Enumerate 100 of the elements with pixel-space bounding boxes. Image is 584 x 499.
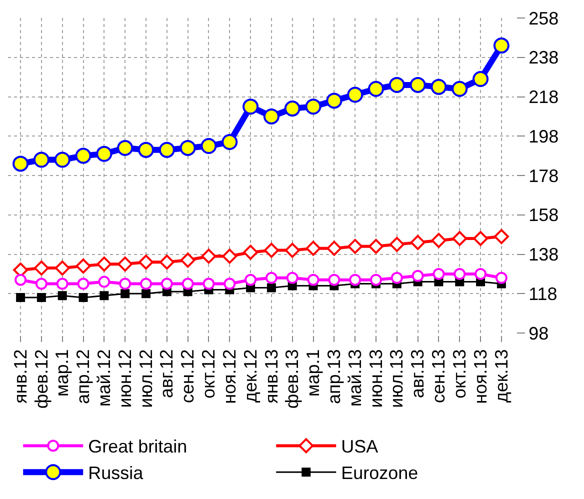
point	[243, 244, 258, 260]
point	[35, 278, 48, 290]
point	[284, 100, 300, 117]
point	[286, 272, 298, 284]
x-tick-label: янв.13	[261, 349, 282, 404]
y-tick-label: 178	[528, 166, 559, 186]
point	[77, 278, 90, 290]
point	[326, 92, 342, 109]
x-tick-label: окт.13	[449, 349, 470, 399]
point	[263, 108, 280, 124]
point	[159, 254, 174, 270]
point	[494, 229, 509, 244]
point	[224, 278, 236, 290]
x-tick-label: мар.1	[52, 349, 72, 397]
legend-label: Great britain	[88, 436, 188, 457]
point	[201, 248, 216, 264]
x-tick-label: авг.13	[408, 349, 428, 398]
x-tick-label: сен.12	[178, 349, 198, 404]
point	[284, 242, 300, 258]
x-tick-label: янв.12	[10, 349, 30, 404]
x-tick-label: сен.13	[428, 349, 449, 404]
y-tick-label: 238	[528, 48, 559, 68]
point	[495, 272, 508, 284]
point	[305, 98, 322, 115]
point	[307, 274, 320, 286]
point	[96, 256, 112, 272]
point	[117, 140, 134, 156]
x-tick-label: июл.12	[136, 349, 156, 408]
point	[349, 274, 362, 286]
y-tick-label: 258	[528, 8, 559, 28]
point	[54, 152, 70, 168]
point	[452, 231, 468, 246]
point	[140, 278, 152, 290]
point	[266, 283, 276, 292]
point	[16, 293, 26, 302]
point	[58, 291, 67, 300]
point	[100, 291, 109, 300]
point	[138, 142, 154, 158]
point	[180, 252, 196, 268]
y-tick-label: 198	[528, 126, 559, 146]
x-tick-label: июл.13	[386, 349, 407, 408]
point	[33, 152, 50, 168]
y-tick-label: 118	[528, 284, 558, 304]
y-tick-label: 138	[528, 244, 559, 265]
x-tick-label: апр.12	[73, 349, 94, 404]
point	[265, 272, 278, 284]
x-tick-label: фев.13	[282, 349, 302, 409]
point	[390, 272, 403, 284]
point	[200, 138, 217, 154]
point	[160, 278, 173, 290]
point	[36, 293, 46, 302]
x-tick-label: май.13	[344, 349, 365, 407]
point	[452, 80, 468, 97]
point	[242, 98, 259, 115]
point	[493, 38, 510, 54]
x-tick-label: май.12	[94, 349, 114, 407]
point	[410, 234, 426, 250]
legend-label: Russia	[88, 463, 144, 484]
point	[431, 232, 446, 248]
point	[180, 140, 196, 156]
x-tick-label: ноя.13	[470, 349, 490, 404]
point	[202, 278, 215, 290]
x-tick-label: авг.12	[156, 349, 177, 398]
point	[75, 148, 92, 164]
point	[222, 248, 238, 264]
x-tick-label: июн.12	[114, 349, 135, 408]
point	[56, 278, 68, 290]
point	[454, 268, 466, 280]
point	[472, 71, 489, 88]
point	[306, 240, 321, 256]
point	[120, 289, 130, 298]
x-tick-label: мар.1	[303, 349, 324, 397]
legend-label: USA	[341, 436, 378, 457]
point	[142, 289, 150, 298]
x-tick-label: окт.12	[198, 349, 219, 399]
point	[158, 142, 175, 158]
point	[138, 254, 154, 270]
point	[34, 260, 49, 276]
point	[388, 76, 405, 93]
point	[119, 278, 132, 290]
point	[328, 274, 340, 286]
point	[410, 76, 426, 93]
point	[98, 276, 110, 288]
point	[432, 268, 445, 280]
point	[474, 268, 487, 280]
point	[222, 134, 238, 150]
y-tick-label: 218	[528, 87, 559, 108]
point	[14, 274, 27, 286]
point	[348, 238, 363, 254]
point	[264, 242, 279, 258]
point	[370, 274, 382, 286]
point	[54, 260, 70, 276]
point	[12, 156, 29, 172]
point	[430, 78, 447, 95]
point	[118, 256, 133, 272]
x-tick-label: фев.12	[31, 349, 52, 409]
point	[78, 293, 88, 302]
x-tick-label: апр.13	[324, 349, 344, 404]
x-tick-label: дек.13	[491, 349, 512, 403]
point	[182, 278, 194, 290]
